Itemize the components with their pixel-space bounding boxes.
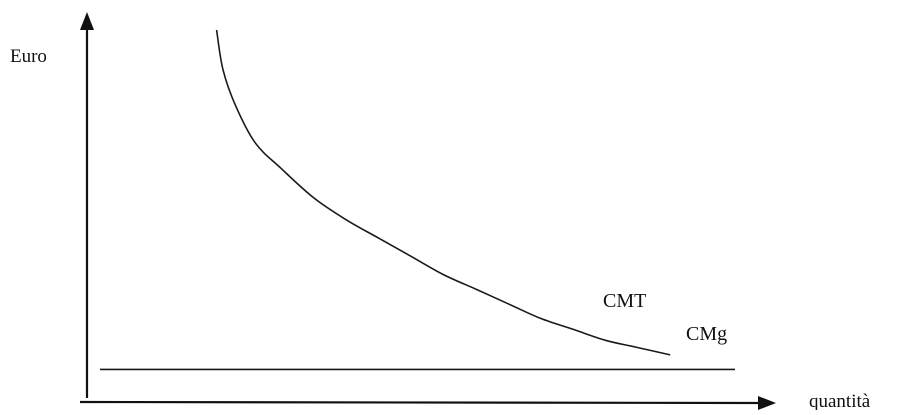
y-axis-label: Euro	[10, 46, 47, 67]
series-layer	[100, 29, 735, 371]
y-axis-arrow-icon	[80, 12, 94, 30]
x-axis-arrow-icon	[758, 396, 776, 410]
x-axis	[79, 400, 763, 405]
series-line-cmt	[215, 29, 671, 356]
series-label-cmt: CMT	[603, 290, 646, 312]
x-axis-label: quantità	[809, 391, 871, 410]
series-label-cmg: CMg	[686, 323, 727, 345]
